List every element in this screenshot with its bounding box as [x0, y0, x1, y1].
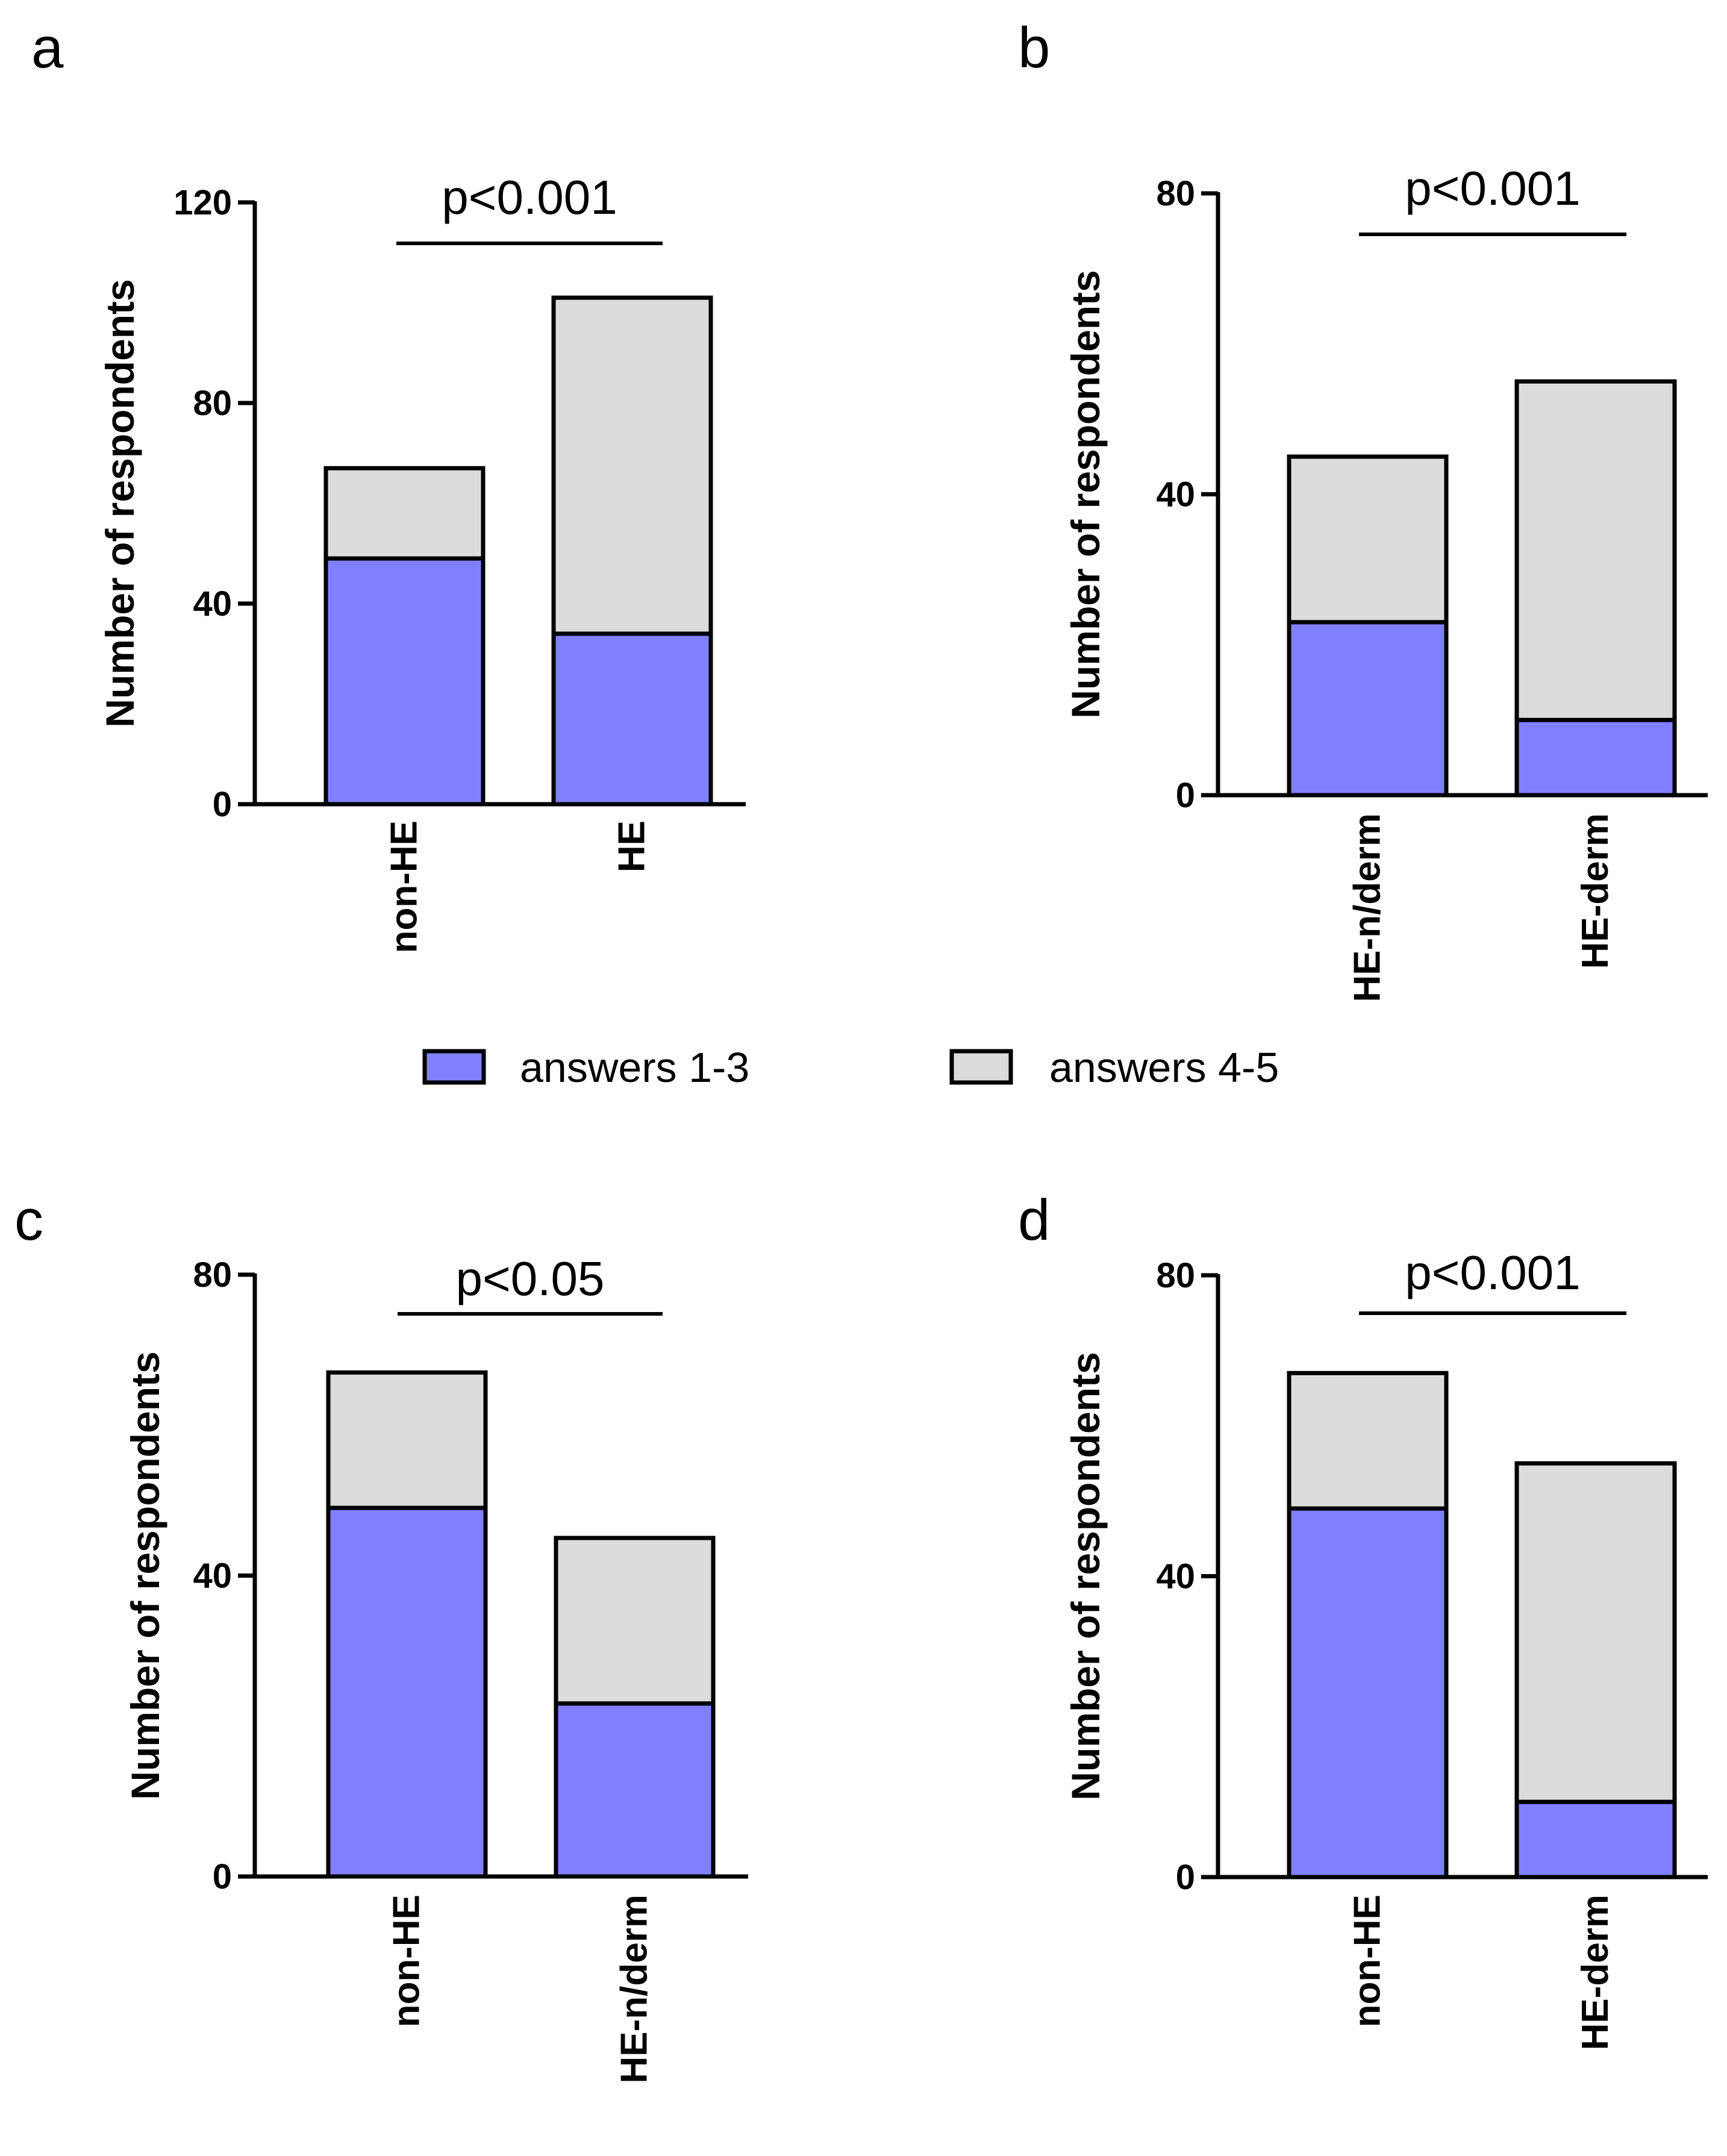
- x-tick-label: non-HE: [386, 1895, 428, 2027]
- bar-answers-4-5-he: [551, 295, 713, 636]
- y-axis-title: Number of respondents: [1063, 1352, 1108, 1800]
- bar-answers-4-5-he-derm: [1514, 379, 1677, 722]
- legend: answers 1-3 answers 4-5: [422, 1044, 1279, 1091]
- y-tick-label: 0: [1176, 1858, 1195, 1897]
- significance-label: p<0.001: [1405, 1246, 1580, 1299]
- y-tick-label: 0: [213, 785, 232, 824]
- bar-answers-4-5-he-derm: [1514, 1461, 1677, 1804]
- chart-panel-d: d non-HE HE-derm 0 40 80 Number of respondents…: [1018, 1188, 1708, 2050]
- y-tick-label: 80: [1156, 174, 1195, 213]
- legend-label: answers 1-3: [520, 1044, 749, 1091]
- y-tick-label: 0: [1176, 776, 1195, 815]
- bar-answers-4-5-non-he: [323, 466, 486, 561]
- x-tick-label: HE-n/derm: [1347, 813, 1388, 1002]
- y-tick-label: 40: [193, 584, 232, 623]
- significance-label: p<0.05: [456, 1252, 605, 1305]
- bar-answers-1-3-non-he: [323, 556, 486, 807]
- y-tick-label: 120: [173, 183, 232, 222]
- chart-panel-c: c non-HE HE-n/derm 0 40 80 Number of responden…: [14, 1188, 748, 2083]
- bar-answers-1-3-he-n-derm: [554, 1701, 716, 1879]
- bar-answers-1-3-non-he: [326, 1505, 488, 1879]
- legend-swatch-answers-4-5: [949, 1049, 1013, 1085]
- y-tick-label: 40: [193, 1557, 232, 1596]
- panel-letter: b: [1018, 16, 1050, 80]
- x-tick-label: HE-n/derm: [614, 1895, 655, 2083]
- panel-letter: a: [31, 16, 64, 80]
- significance-label: p<0.001: [1405, 161, 1580, 215]
- significance-label: p<0.001: [442, 170, 617, 224]
- y-tick-label: 80: [1156, 1256, 1195, 1295]
- bar-answers-4-5-he-n-derm: [554, 1536, 716, 1706]
- y-tick-label: 80: [193, 1255, 232, 1295]
- y-axis-title: Number of respondents: [98, 279, 142, 727]
- y-axis-title: Number of respondents: [1063, 270, 1108, 718]
- bar-answers-1-3-non-he: [1287, 1506, 1449, 1879]
- bar-answers-4-5-non-he: [326, 1370, 488, 1510]
- y-tick-label: 40: [1156, 475, 1195, 514]
- chart-panel-a: a non-HE HE 0 40 80 120 Number of respondents p<…: [31, 16, 746, 953]
- bar-answers-4-5-he-n-derm: [1287, 454, 1449, 625]
- bar-answers-4-5-non-he: [1287, 1370, 1449, 1511]
- panel-letter: c: [14, 1188, 43, 1252]
- y-tick-label: 80: [193, 384, 232, 423]
- panel-letter: d: [1018, 1188, 1050, 1252]
- y-tick-label: 40: [1156, 1557, 1195, 1596]
- y-tick-label: 0: [213, 1857, 232, 1896]
- chart-panel-b: b HE-n/derm HE-derm 0 40 80 Number of responde…: [1018, 16, 1708, 1002]
- x-tick-label: HE-derm: [1575, 813, 1616, 969]
- x-tick-label: HE-derm: [1575, 1895, 1616, 2050]
- x-tick-label: HE: [611, 820, 653, 872]
- bar-answers-1-3-he-n-derm: [1287, 620, 1449, 798]
- x-tick-label: non-HE: [1347, 1895, 1388, 2027]
- legend-label: answers 4-5: [1049, 1044, 1279, 1091]
- legend-swatch-answers-1-3: [422, 1049, 486, 1085]
- x-tick-label: non-HE: [384, 820, 425, 953]
- y-axis-title: Number of respondents: [123, 1351, 167, 1799]
- bar-answers-1-3-he-derm: [1514, 717, 1677, 798]
- bar-answers-1-3-he-derm: [1514, 1799, 1677, 1879]
- bar-answers-1-3-he: [551, 631, 713, 807]
